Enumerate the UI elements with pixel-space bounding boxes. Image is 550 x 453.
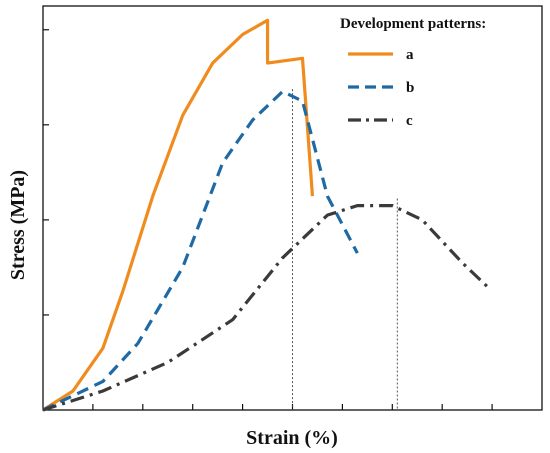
series-line-b (42, 89, 359, 412)
x-axis-title: Strain (%) (246, 427, 338, 449)
series-line-c (42, 204, 489, 412)
legend-label-c: c (406, 113, 413, 129)
y-axis-title: Stress (MPa) (7, 170, 29, 280)
series-line-a (42, 18, 315, 412)
legend-label-b: b (406, 80, 414, 96)
series-lines (42, 18, 489, 412)
legend-label-a: a (406, 47, 414, 63)
legend-title: Development patterns: (340, 16, 486, 32)
legend: Development patterns: a b c (340, 16, 486, 129)
